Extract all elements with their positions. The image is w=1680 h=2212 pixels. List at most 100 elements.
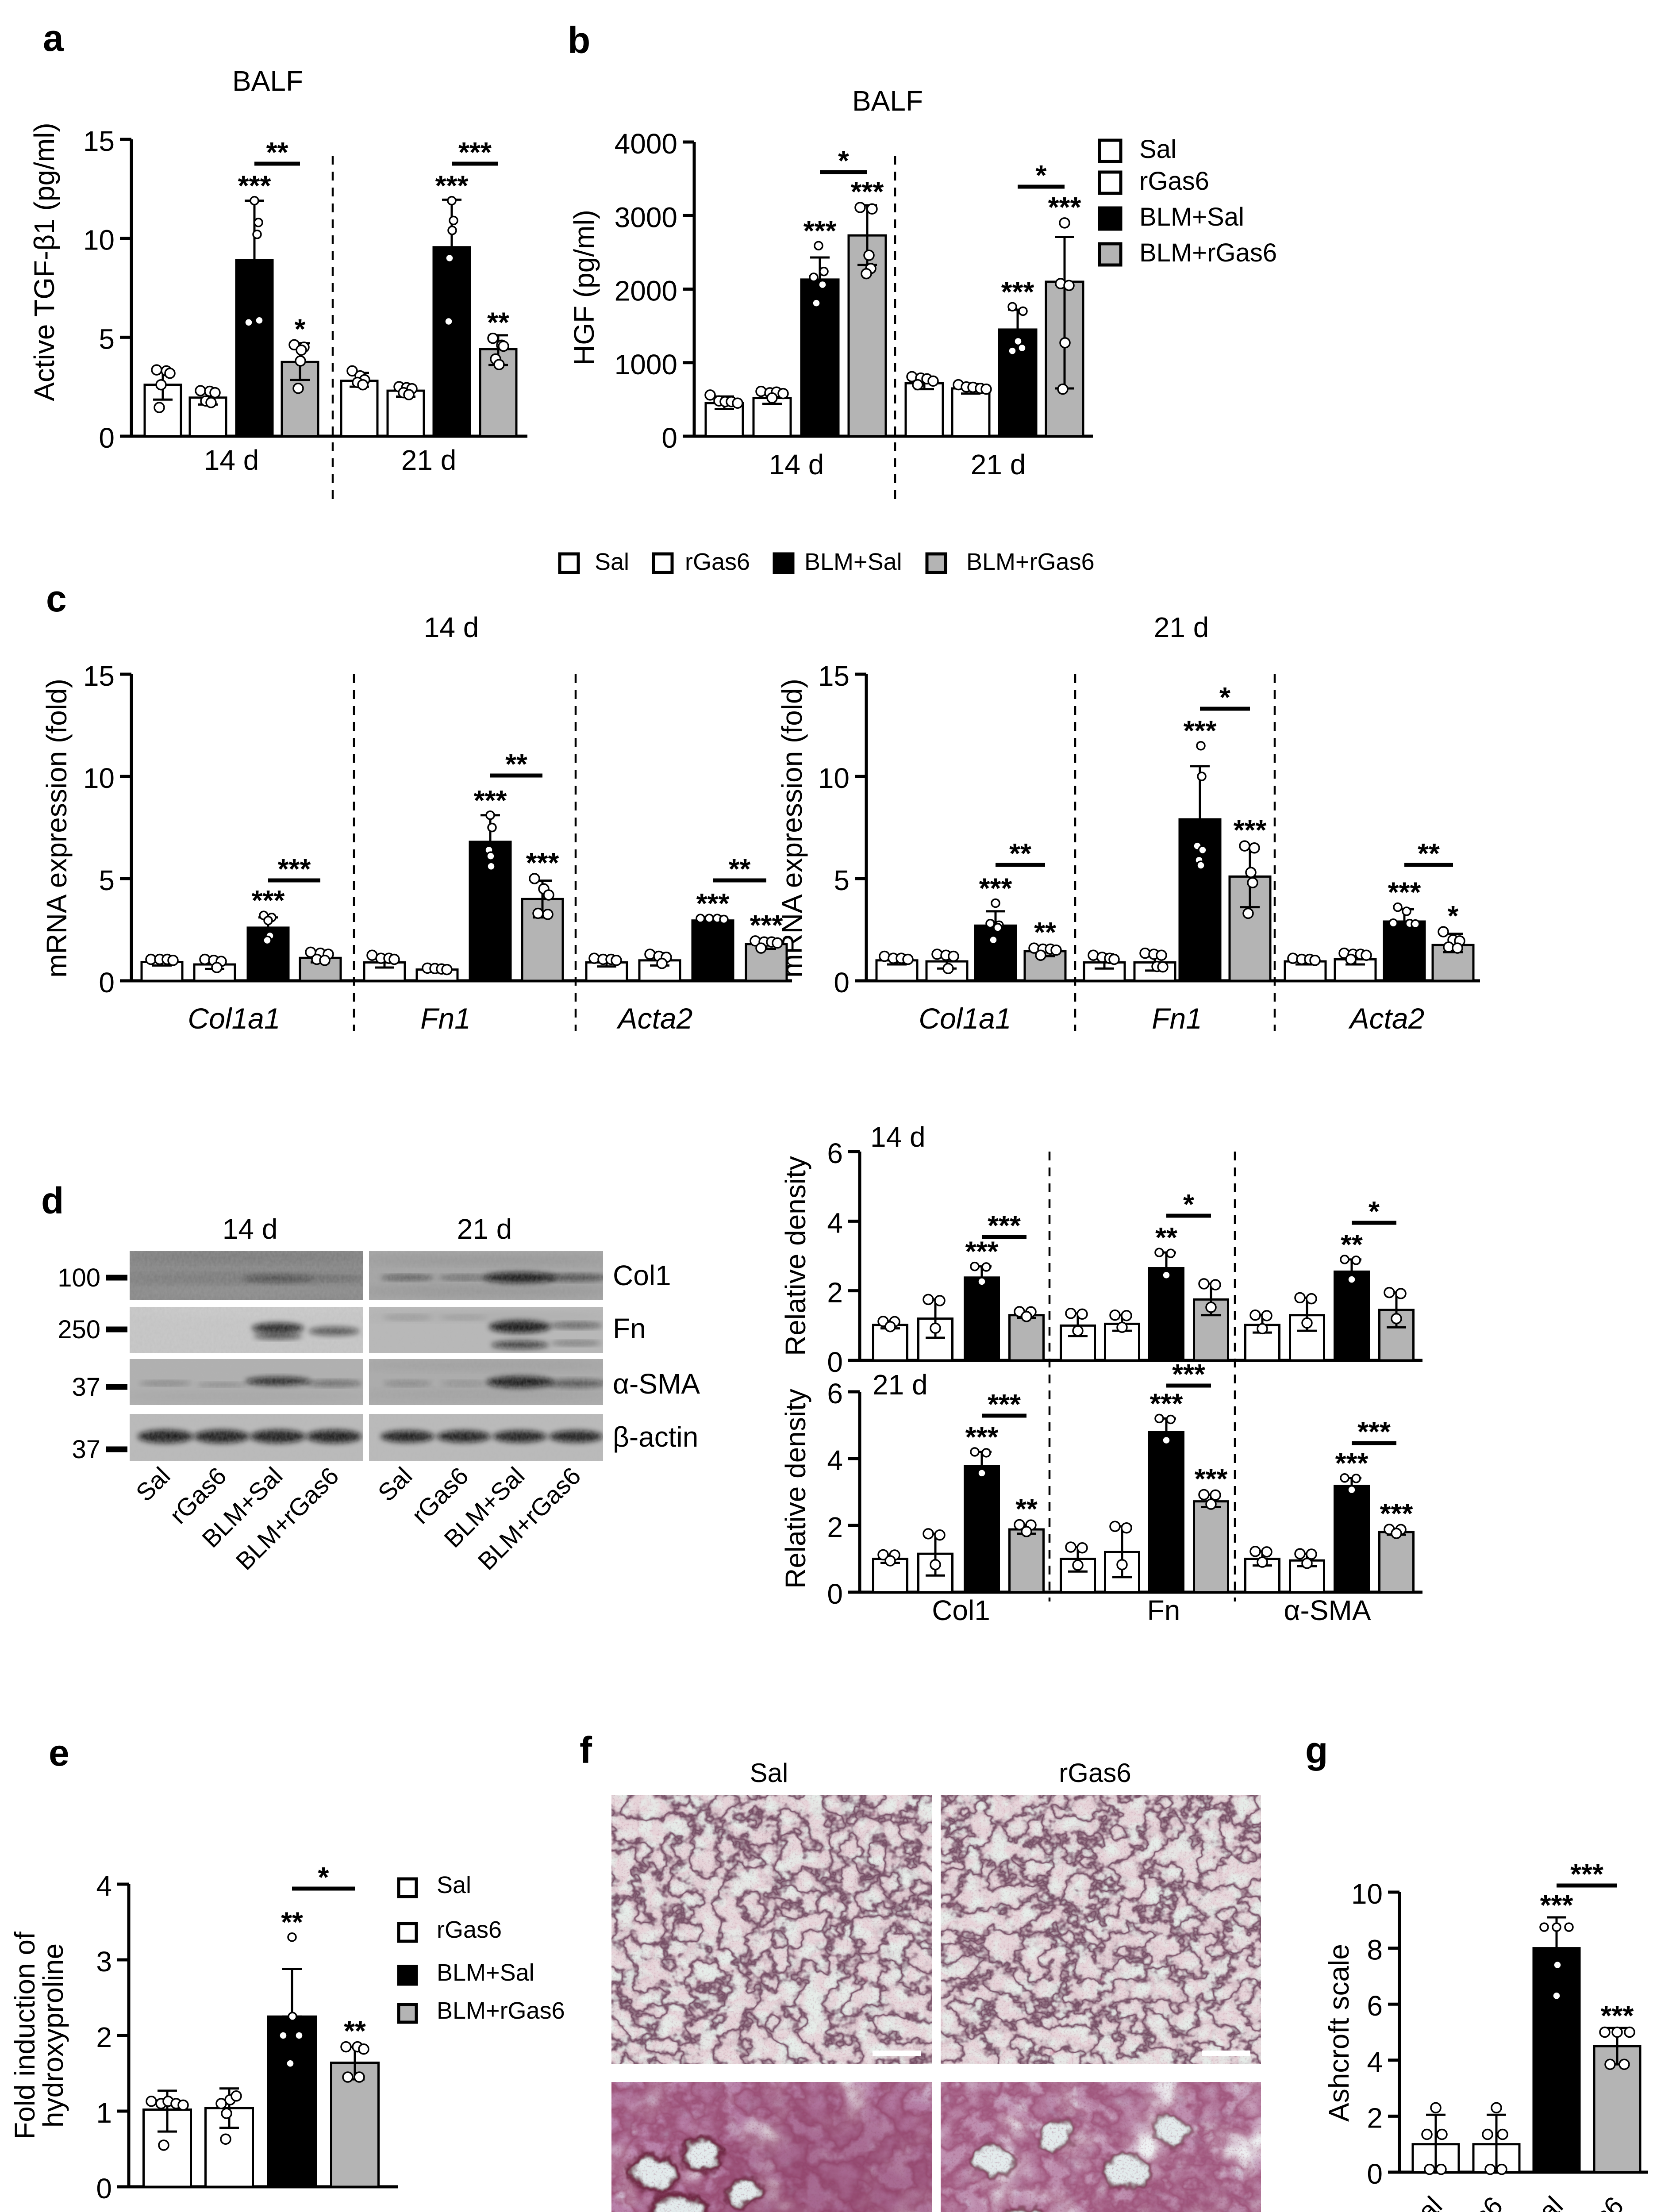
svg-text:Col1a1: Col1a1 — [919, 1002, 1011, 1035]
svg-text:Sal: Sal — [437, 1872, 471, 1898]
svg-text:**: ** — [487, 307, 509, 338]
svg-text:Fn1: Fn1 — [1152, 1002, 1202, 1035]
svg-text:0: 0 — [99, 422, 115, 454]
svg-text:*: * — [1448, 900, 1459, 932]
svg-text:BALF: BALF — [232, 65, 303, 97]
svg-text:hydroxyproline: hydroxyproline — [37, 1943, 69, 2128]
svg-text:14 d: 14 d — [870, 1121, 926, 1153]
svg-text:f: f — [580, 1729, 592, 1771]
svg-text:*: * — [838, 145, 849, 177]
svg-text:0: 0 — [827, 1346, 843, 1378]
svg-text:10: 10 — [1351, 1878, 1383, 1910]
svg-text:21 d: 21 d — [457, 1213, 512, 1245]
svg-text:BLM+rGas6: BLM+rGas6 — [437, 1997, 565, 2024]
svg-text:6: 6 — [827, 1137, 843, 1169]
svg-text:mRNA expression (fold): mRNA expression (fold) — [776, 679, 808, 978]
svg-text:14 d: 14 d — [223, 1213, 278, 1245]
svg-text:8: 8 — [1367, 1934, 1383, 1966]
svg-text:0: 0 — [1367, 2158, 1383, 2190]
svg-text:14 d: 14 d — [424, 611, 479, 643]
svg-text:**: ** — [344, 2015, 366, 2047]
svg-text:Sal: Sal — [595, 549, 629, 575]
svg-text:d: d — [41, 1180, 64, 1221]
svg-text:a: a — [43, 17, 64, 59]
svg-text:***: *** — [988, 1210, 1021, 1241]
svg-text:HGF (pg/ml): HGF (pg/ml) — [568, 210, 600, 365]
svg-text:Relative density: Relative density — [780, 1389, 811, 1589]
svg-text:***: *** — [1184, 715, 1217, 747]
svg-text:10: 10 — [83, 762, 115, 794]
svg-text:***: *** — [1540, 1889, 1573, 1921]
svg-text:***: *** — [1388, 876, 1421, 908]
svg-text:BLM+Sal: BLM+Sal — [437, 1959, 534, 1986]
svg-text:rGas6: rGas6 — [1059, 1758, 1131, 1788]
svg-text:BLM+Sal: BLM+Sal — [804, 549, 902, 575]
svg-text:***: *** — [1048, 191, 1081, 223]
svg-text:2000: 2000 — [615, 275, 677, 307]
svg-text:***: *** — [851, 176, 884, 207]
svg-text:14 d: 14 d — [769, 449, 824, 480]
svg-text:BLM+rGas6: BLM+rGas6 — [966, 549, 1095, 575]
svg-text:250: 250 — [58, 1315, 100, 1344]
svg-text:4: 4 — [827, 1207, 843, 1239]
svg-text:37: 37 — [72, 1435, 100, 1464]
svg-text:rGas6: rGas6 — [1139, 167, 1209, 196]
svg-text:***: *** — [435, 170, 469, 202]
svg-text:***: *** — [1195, 1463, 1228, 1495]
svg-text:BLM+rGas6: BLM+rGas6 — [1139, 238, 1277, 267]
svg-text:***: *** — [1234, 814, 1267, 846]
svg-text:0: 0 — [834, 967, 850, 998]
svg-text:Sal: Sal — [1139, 135, 1176, 164]
svg-text:g: g — [1305, 1729, 1328, 1771]
svg-text:***: *** — [988, 1388, 1021, 1420]
svg-text:mRNA expression (fold): mRNA expression (fold) — [41, 679, 73, 978]
svg-text:***: *** — [965, 1236, 999, 1267]
svg-text:***: *** — [278, 853, 311, 885]
svg-text:37: 37 — [72, 1373, 100, 1402]
svg-text:10: 10 — [818, 762, 850, 794]
svg-text:5: 5 — [99, 323, 115, 355]
svg-text:**: ** — [1155, 1221, 1177, 1253]
svg-text:**: ** — [505, 748, 527, 780]
svg-text:15: 15 — [818, 660, 850, 692]
svg-text:*: * — [318, 1861, 329, 1893]
svg-text:Relative density: Relative density — [780, 1156, 811, 1356]
svg-text:2: 2 — [96, 2021, 112, 2053]
svg-text:***: *** — [1357, 1416, 1391, 1448]
svg-text:α-SMA: α-SMA — [1284, 1594, 1371, 1626]
svg-text:***: *** — [526, 847, 559, 879]
svg-text:Active TGF-β1 (pg/ml): Active TGF-β1 (pg/ml) — [28, 123, 60, 401]
svg-text:Acta2: Acta2 — [1348, 1002, 1425, 1035]
svg-text:α-SMA: α-SMA — [613, 1368, 700, 1400]
svg-text:Col1: Col1 — [932, 1594, 990, 1626]
svg-text:100: 100 — [58, 1263, 100, 1292]
svg-text:*: * — [1219, 681, 1230, 713]
svg-text:6: 6 — [1367, 1990, 1383, 2022]
svg-text:2: 2 — [1367, 2102, 1383, 2134]
svg-text:Fn1: Fn1 — [420, 1002, 471, 1035]
svg-text:0: 0 — [827, 1578, 843, 1610]
svg-text:*: * — [1036, 159, 1047, 191]
svg-text:10: 10 — [83, 224, 115, 256]
svg-text:Acta2: Acta2 — [616, 1002, 693, 1035]
svg-text:4: 4 — [1367, 2046, 1383, 2078]
svg-text:4: 4 — [96, 1870, 112, 1902]
svg-text:***: *** — [1601, 2000, 1634, 2032]
svg-text:**: ** — [1015, 1493, 1038, 1525]
svg-text:β-actin: β-actin — [613, 1421, 698, 1453]
svg-text:Col1: Col1 — [613, 1260, 671, 1291]
svg-text:***: *** — [1380, 1498, 1413, 1529]
svg-text:rGas6: rGas6 — [437, 1916, 502, 1943]
svg-text:21 d: 21 d — [971, 449, 1026, 480]
svg-text:***: *** — [1172, 1358, 1205, 1390]
svg-text:15: 15 — [83, 660, 115, 692]
svg-text:***: *** — [965, 1421, 999, 1453]
svg-text:**: ** — [1341, 1229, 1363, 1260]
svg-text:Fn: Fn — [613, 1313, 646, 1344]
svg-text:**: ** — [1034, 916, 1056, 948]
svg-text:e: e — [49, 1732, 69, 1774]
svg-text:1000: 1000 — [615, 349, 677, 380]
svg-text:**: ** — [1418, 837, 1440, 869]
svg-text:rGas6: rGas6 — [685, 549, 750, 575]
svg-text:**: ** — [1009, 837, 1031, 869]
